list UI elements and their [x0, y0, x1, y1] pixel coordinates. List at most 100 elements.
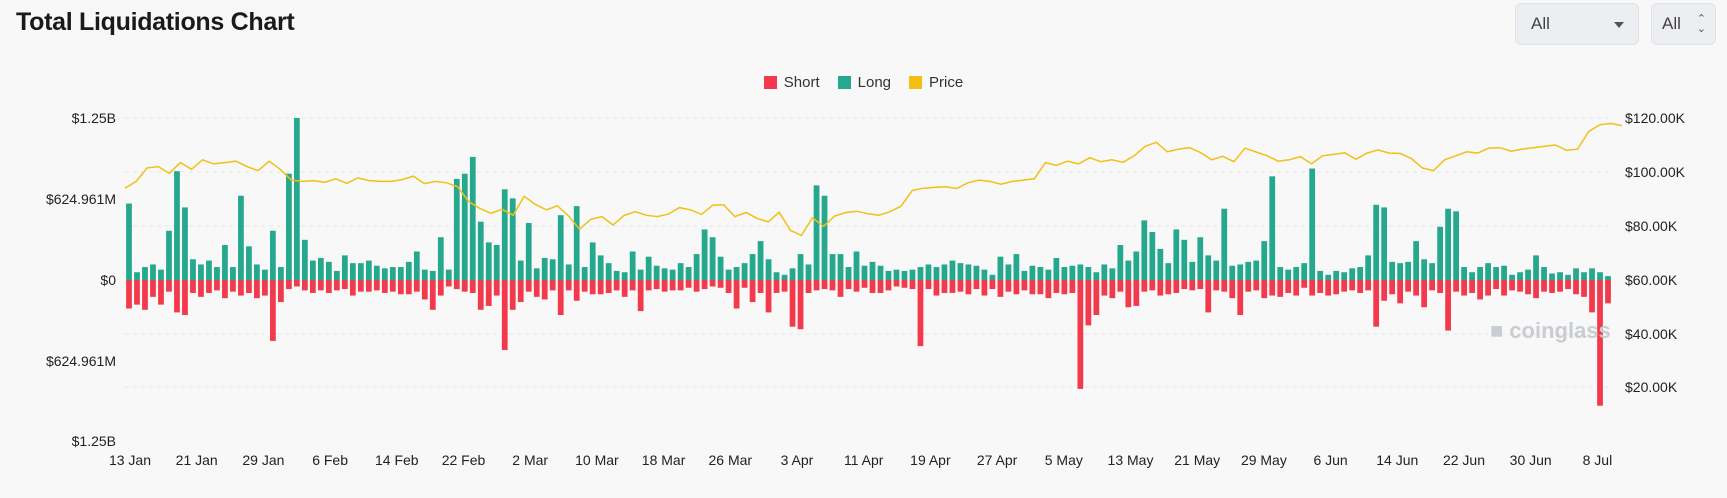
long-bar	[1485, 263, 1491, 280]
long-bar	[373, 265, 380, 280]
long-bar	[1413, 241, 1420, 280]
short-bar	[653, 280, 660, 290]
unit-select[interactable]: All ⌃ ⌄	[1651, 3, 1716, 45]
short-bar	[246, 280, 252, 293]
legend-item-price[interactable]: Price	[909, 74, 963, 91]
x-tick-label: 6 Jun	[1313, 452, 1347, 468]
long-bar	[541, 257, 548, 280]
long-bar	[557, 215, 564, 280]
long-bar	[749, 254, 756, 280]
short-bar	[1373, 280, 1380, 327]
long-bar	[965, 264, 972, 280]
short-bar	[286, 280, 292, 290]
legend-swatch-long	[837, 76, 851, 89]
long-bar	[1085, 267, 1092, 280]
short-bar	[373, 280, 380, 291]
short-bar	[885, 280, 892, 291]
short-bar	[461, 280, 468, 292]
short-bar	[1509, 280, 1515, 291]
price-line	[124, 122, 1623, 237]
short-bar	[765, 280, 772, 313]
long-bar	[661, 268, 668, 280]
x-tick-label: 29 May	[1241, 452, 1287, 468]
short-bar	[1093, 280, 1100, 315]
short-bar	[581, 280, 588, 292]
long-bar	[669, 269, 676, 280]
long-bar	[1565, 274, 1571, 280]
long-bar	[725, 269, 732, 280]
x-tick-label: 19 Apr	[910, 452, 951, 468]
short-bar	[1413, 280, 1420, 296]
y-right-tick-label: $80.00K	[1625, 218, 1678, 234]
long-bar	[821, 195, 828, 280]
short-bar	[525, 280, 532, 292]
short-bar	[493, 280, 500, 296]
short-bar	[669, 280, 676, 291]
short-bar	[1125, 280, 1132, 308]
long-bar	[989, 274, 996, 280]
long-bar	[869, 261, 876, 280]
long-bar	[1213, 260, 1220, 280]
short-bar	[1501, 280, 1507, 296]
x-tick-label: 3 Apr	[781, 452, 814, 468]
short-bar	[357, 280, 364, 292]
long-bar	[645, 256, 652, 280]
short-bar	[837, 280, 844, 297]
long-bar	[365, 260, 372, 280]
long-bar	[525, 222, 532, 280]
long-bar	[941, 264, 948, 280]
long-bar	[310, 260, 316, 280]
long-bar	[437, 237, 444, 280]
long-bar	[1021, 270, 1028, 280]
x-tick-label: 11 Apr	[844, 452, 884, 468]
chart-legend: Short Long Price	[0, 74, 1727, 91]
short-bar	[126, 280, 132, 309]
short-bar	[757, 280, 764, 293]
legend-item-short[interactable]: Short	[763, 74, 820, 91]
legend-item-long[interactable]: Long	[837, 74, 891, 91]
short-bar	[1181, 280, 1188, 290]
long-bar	[1029, 265, 1036, 280]
long-bar	[1461, 267, 1467, 280]
long-bar	[1245, 261, 1252, 280]
short-bar	[1565, 280, 1571, 290]
short-bar	[1141, 280, 1148, 292]
x-tick-label: 14 Jun	[1376, 452, 1418, 468]
long-bar	[341, 255, 348, 280]
short-bar	[134, 280, 140, 305]
short-bar	[725, 280, 732, 293]
short-bar	[557, 280, 564, 315]
short-bar	[1397, 280, 1404, 304]
y-right-tick-label: $40.00K	[1625, 326, 1678, 342]
short-bar	[917, 280, 924, 347]
short-bar	[645, 280, 652, 291]
long-bar	[1229, 265, 1236, 280]
long-bar	[477, 221, 484, 280]
long-bar	[333, 270, 340, 280]
long-bar	[357, 263, 364, 280]
short-bar	[1429, 280, 1435, 291]
long-bar	[549, 259, 556, 280]
long-bar	[1013, 254, 1020, 280]
long-bar	[262, 269, 268, 280]
long-bar	[134, 272, 140, 280]
range-select[interactable]: All	[1515, 3, 1639, 45]
watermark-text: coinglass	[1509, 318, 1611, 343]
long-bar	[805, 264, 812, 280]
long-bar	[421, 269, 428, 280]
long-bar	[1501, 265, 1507, 280]
long-bar	[1077, 264, 1084, 280]
x-tick-label: 26 Mar	[709, 452, 753, 468]
long-bar	[126, 203, 132, 280]
x-tick-label: 30 Jun	[1510, 452, 1552, 468]
short-bar	[717, 280, 724, 288]
x-tick-label: 21 Jan	[176, 452, 218, 468]
short-bar	[541, 280, 548, 300]
short-bar	[1221, 280, 1228, 292]
short-bar	[1341, 280, 1348, 292]
short-bar	[613, 280, 620, 291]
short-bar	[965, 280, 972, 295]
short-bar	[1437, 280, 1443, 293]
long-bar	[469, 156, 476, 280]
